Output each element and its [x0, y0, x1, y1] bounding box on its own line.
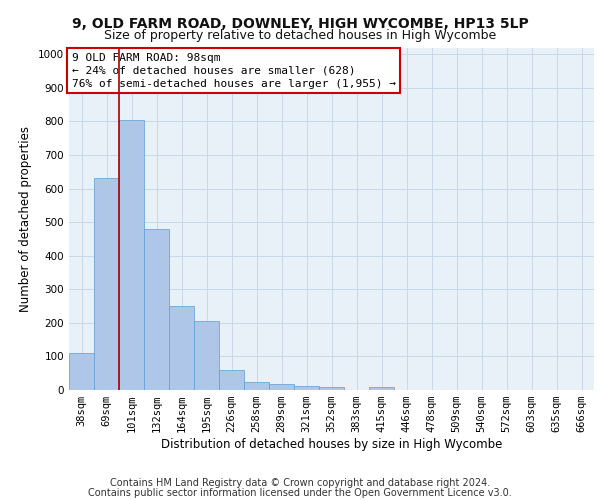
Bar	[194, 321, 219, 390]
Bar	[119, 120, 144, 390]
Text: 9 OLD FARM ROAD: 98sqm
← 24% of detached houses are smaller (628)
76% of semi-de: 9 OLD FARM ROAD: 98sqm ← 24% of detached…	[71, 52, 395, 89]
Text: Contains HM Land Registry data © Crown copyright and database right 2024.: Contains HM Land Registry data © Crown c…	[110, 478, 490, 488]
Bar	[244, 382, 269, 390]
Bar	[94, 178, 119, 390]
Text: 9, OLD FARM ROAD, DOWNLEY, HIGH WYCOMBE, HP13 5LP: 9, OLD FARM ROAD, DOWNLEY, HIGH WYCOMBE,…	[71, 18, 529, 32]
Bar	[219, 370, 244, 390]
Bar	[369, 388, 394, 390]
Text: Contains public sector information licensed under the Open Government Licence v3: Contains public sector information licen…	[88, 488, 512, 498]
Bar	[169, 306, 194, 390]
Text: Size of property relative to detached houses in High Wycombe: Size of property relative to detached ho…	[104, 29, 496, 42]
Bar	[319, 388, 344, 390]
Y-axis label: Number of detached properties: Number of detached properties	[19, 126, 32, 312]
Bar	[269, 384, 294, 390]
Bar	[144, 230, 169, 390]
Bar	[294, 386, 319, 390]
Bar	[69, 353, 94, 390]
X-axis label: Distribution of detached houses by size in High Wycombe: Distribution of detached houses by size …	[161, 438, 502, 451]
